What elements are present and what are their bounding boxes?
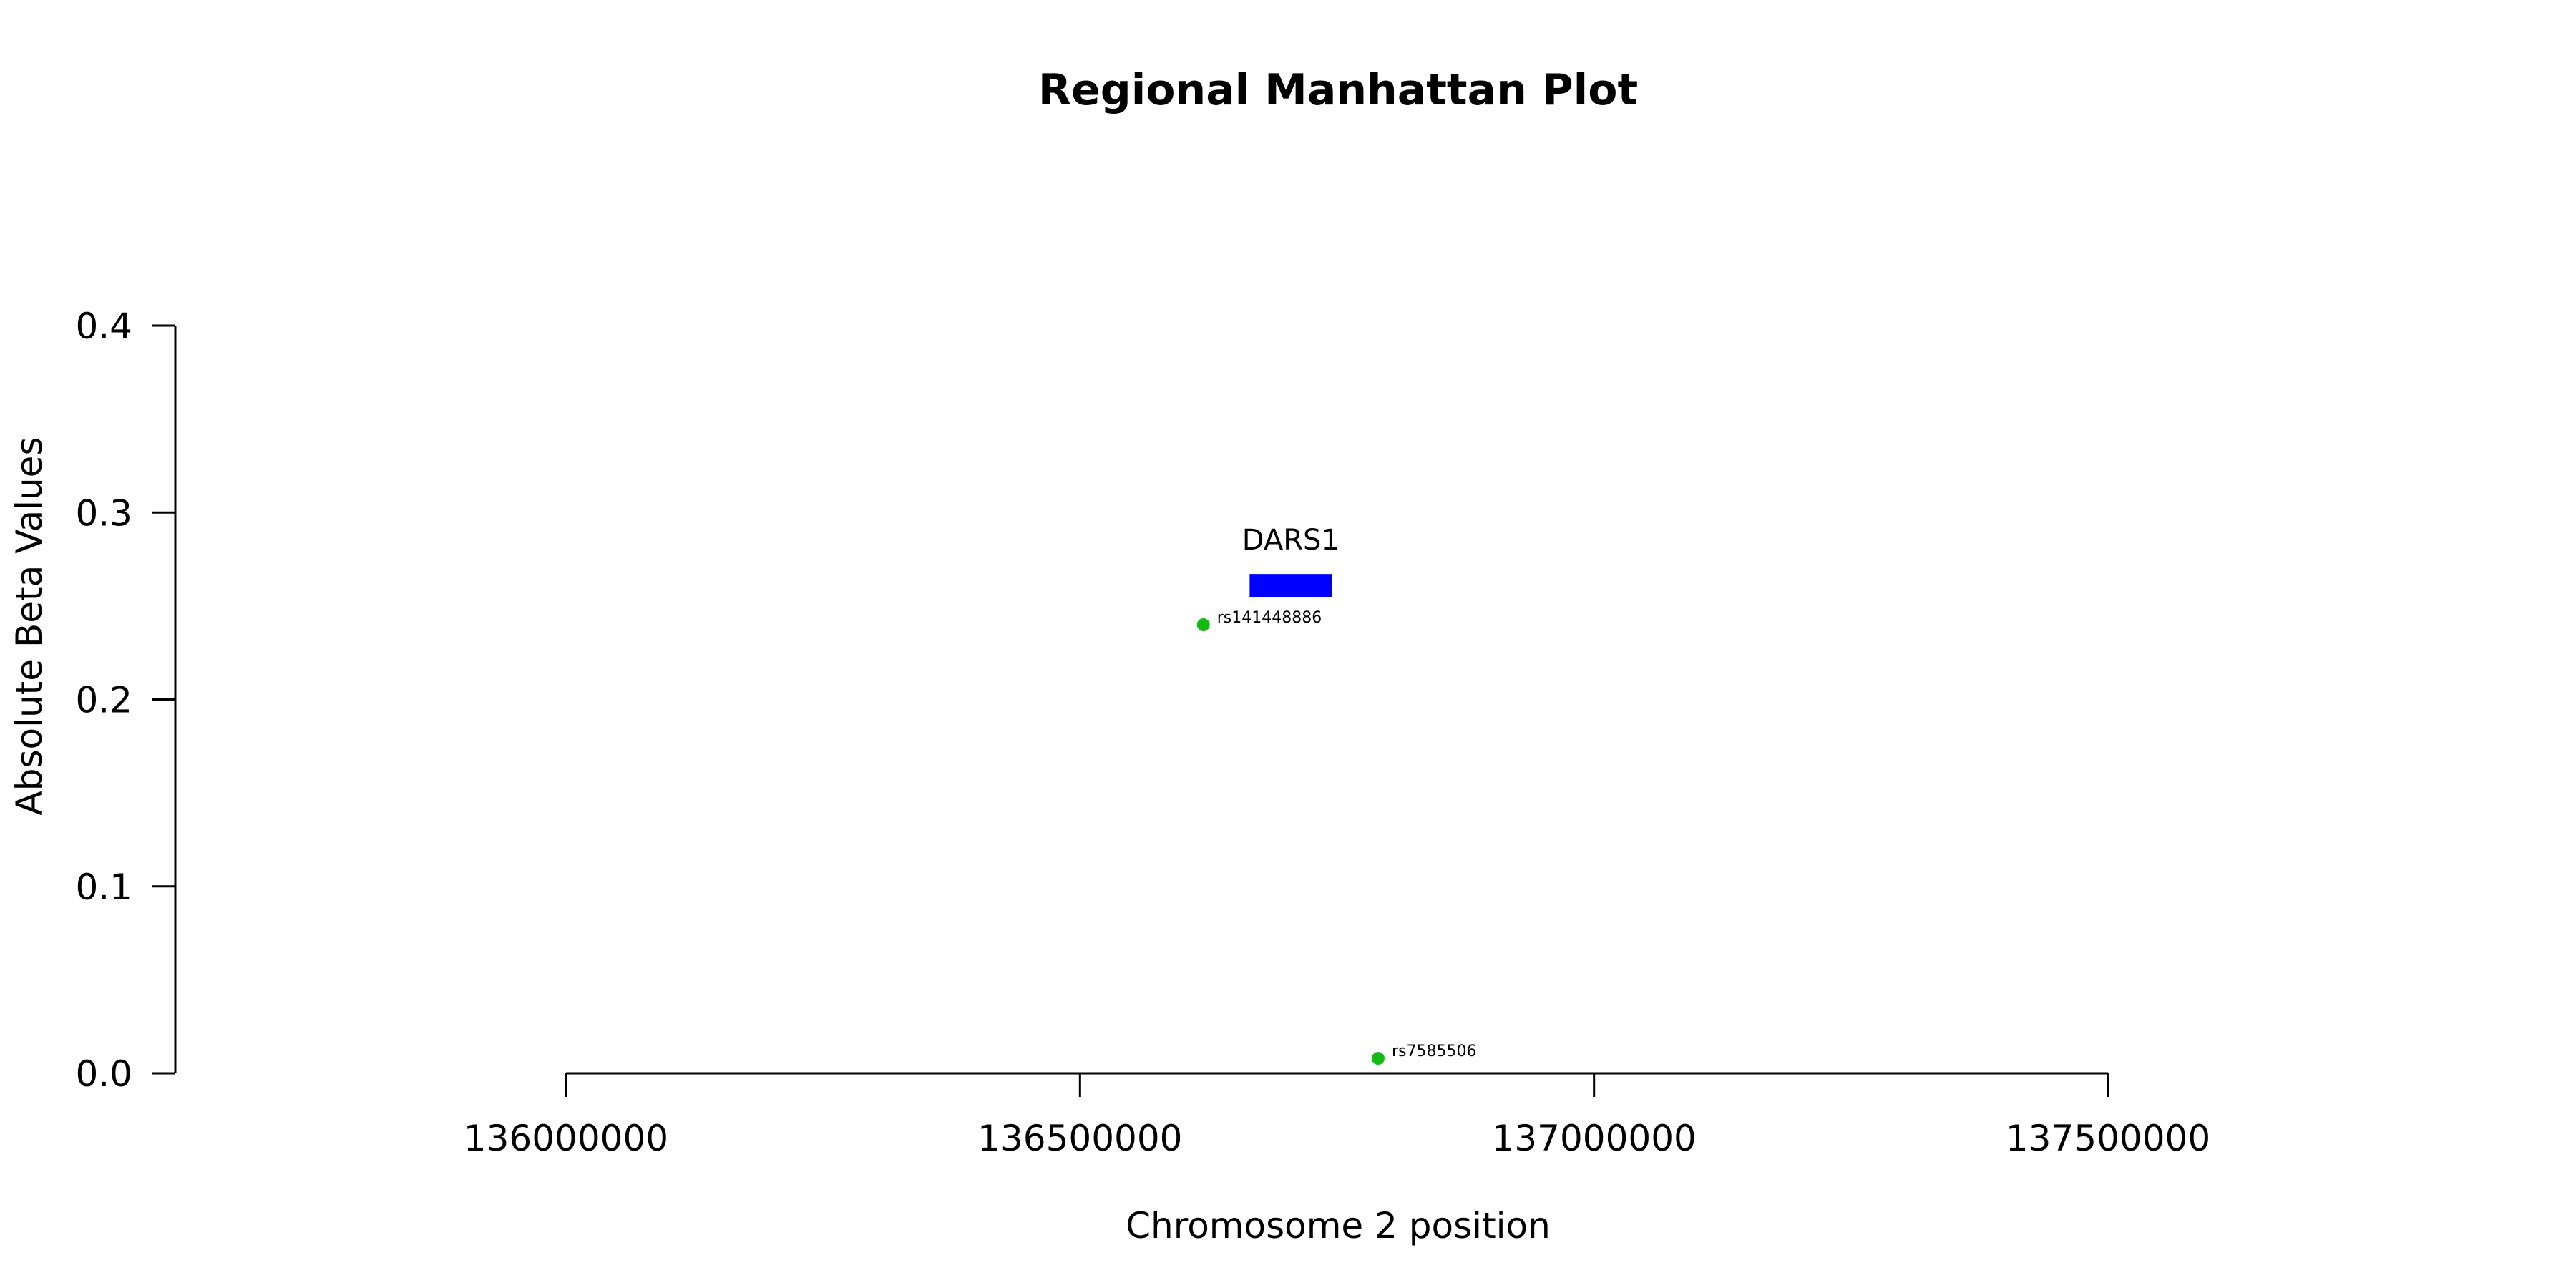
x-tick-label: 136500000 xyxy=(977,1118,1182,1159)
x-tick-label: 137000000 xyxy=(1492,1118,1697,1159)
x-tick-label: 137500000 xyxy=(2006,1118,2210,1159)
points-layer: rs141448886 rs7585506 xyxy=(1196,609,1477,1065)
y-tick-label: 0.3 xyxy=(75,492,132,534)
gene-bar xyxy=(1249,574,1332,597)
y-axis-label: Absolute Beta Values xyxy=(9,437,50,816)
y-tick-label: 0.0 xyxy=(75,1053,132,1095)
x-axis-label: Chromosome 2 position xyxy=(1126,1205,1551,1246)
snp-label: rs7585506 xyxy=(1392,1043,1477,1060)
y-tick-label: 0.2 xyxy=(75,680,132,721)
axes-layer: 0.0 0.1 0.2 0.3 0.4 136000000 136500000 1370000… xyxy=(75,306,2210,1159)
y-tick-label: 0.1 xyxy=(75,867,132,908)
gene-label: DARS1 xyxy=(1242,524,1340,557)
snp-point xyxy=(1371,1052,1385,1065)
snp-label: rs141448886 xyxy=(1217,609,1322,627)
snp-point xyxy=(1196,618,1210,631)
x-tick-label: 136000000 xyxy=(464,1118,668,1159)
genes-layer: DARS1 xyxy=(1242,524,1340,597)
chart-title: Regional Manhattan Plot xyxy=(1038,65,1638,115)
y-tick-label: 0.4 xyxy=(75,306,132,347)
